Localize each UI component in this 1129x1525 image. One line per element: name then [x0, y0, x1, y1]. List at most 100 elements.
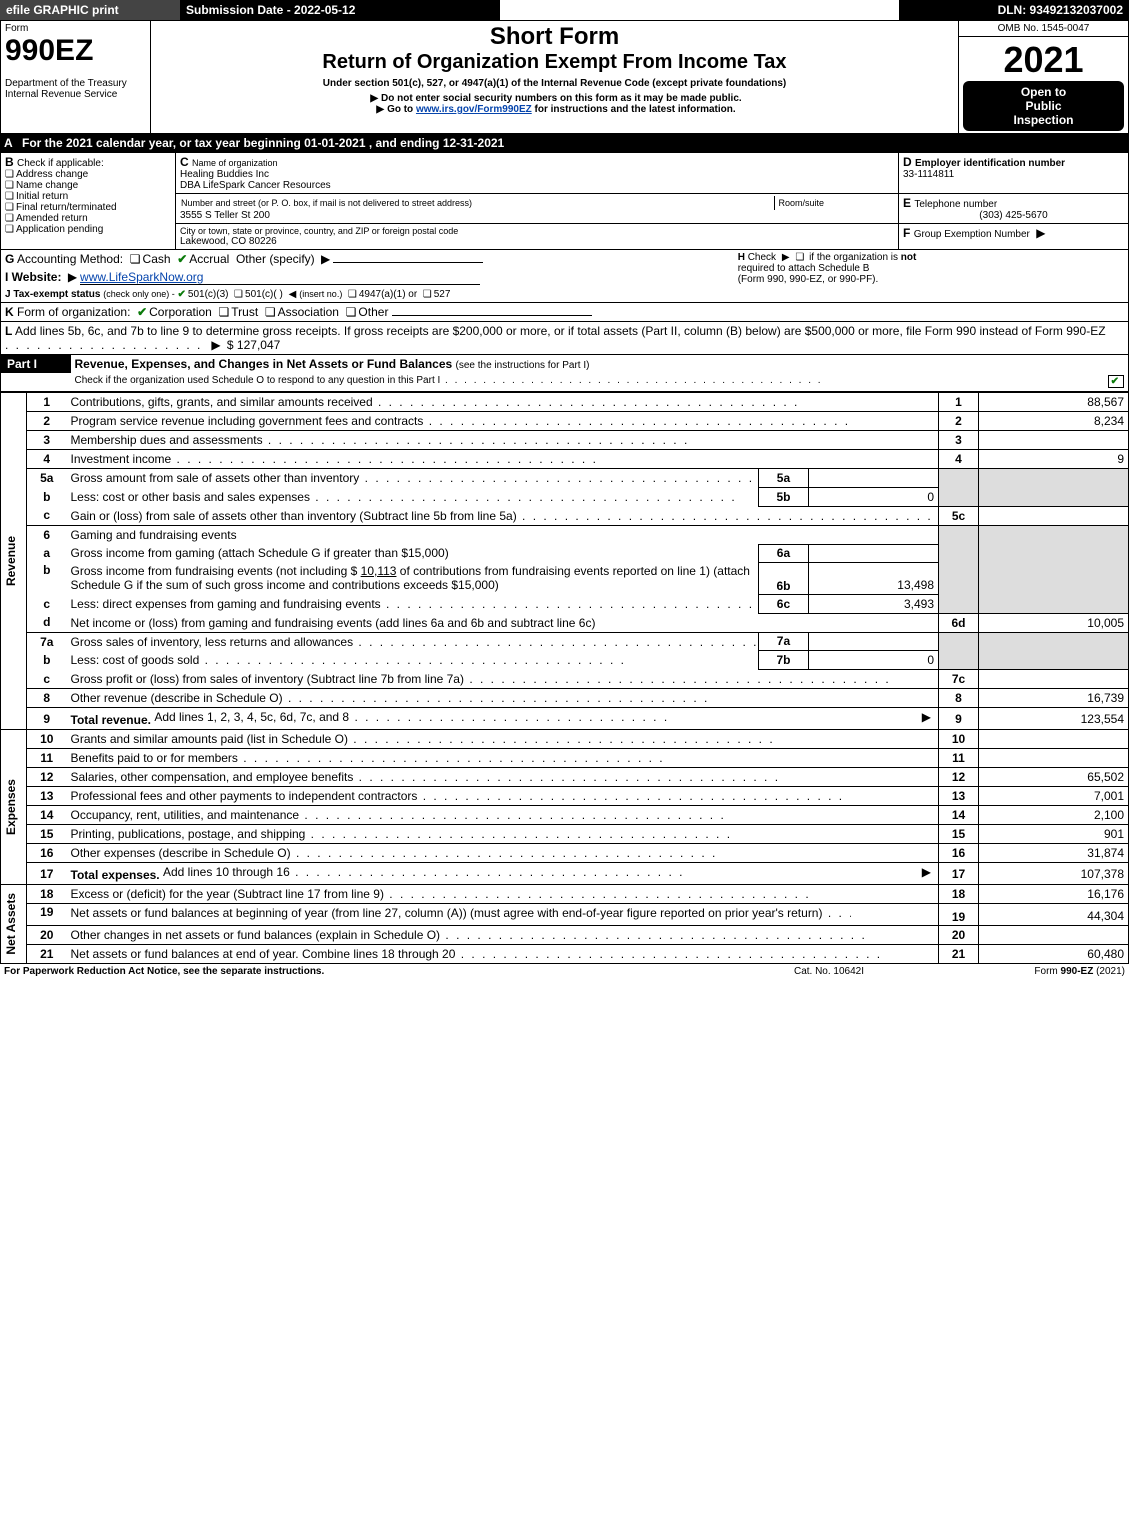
checkmark-icon[interactable]: [137, 305, 149, 319]
arrow-icon: [779, 252, 793, 263]
checkbox-icon[interactable]: [348, 289, 359, 300]
opt-assoc: Association: [278, 305, 339, 319]
form-word: Form: [5, 23, 146, 34]
open-line3: Inspection: [973, 113, 1114, 127]
line-desc: Gross income from fundraising events (no…: [67, 562, 759, 594]
shaded-cell: [979, 632, 1129, 651]
line-box: 17: [939, 863, 979, 885]
shaded-cell: [979, 651, 1129, 670]
line-val: 7,001: [979, 787, 1129, 806]
line-box: 20: [939, 926, 979, 945]
inner-box: 5b: [758, 487, 808, 506]
revenue-vlabel: Revenue: [2, 532, 20, 590]
checkbox-icon[interactable]: [234, 289, 245, 300]
line-box: 4: [939, 450, 979, 469]
opt-cash: Cash: [143, 252, 171, 266]
arrow-icon: [1033, 226, 1048, 240]
row-h-t3: required to attach Schedule B: [738, 263, 1124, 274]
line-num: b: [27, 651, 67, 670]
inner-val: 13,498: [808, 562, 938, 594]
dept-irs: Internal Revenue Service: [5, 89, 146, 100]
expenses-vlabel: Expenses: [2, 775, 20, 839]
row-l-text: Add lines 5b, 6c, and 7b to line 9 to de…: [15, 324, 1106, 338]
opt-501c3: 501(c)(3): [188, 289, 229, 300]
checkbox-icon[interactable]: [5, 224, 16, 235]
line-desc: Benefits paid to or for members: [67, 749, 939, 768]
line-box: 15: [939, 825, 979, 844]
opt-accrual: Accrual: [189, 252, 229, 266]
shaded-cell: [979, 469, 1129, 488]
line-desc: Excess or (deficit) for the year (Subtra…: [67, 885, 939, 904]
line-box: 1: [939, 393, 979, 412]
checkbox-icon[interactable]: [5, 169, 16, 180]
checkbox-icon[interactable]: [5, 191, 16, 202]
checkmark-icon[interactable]: [177, 252, 189, 266]
line-val: [979, 730, 1129, 749]
line-num: b: [27, 562, 67, 594]
top-bar: efile GRAPHIC print Submission Date - 20…: [0, 0, 1129, 20]
line-desc: Gross profit or (loss) from sales of inv…: [67, 670, 939, 689]
shaded-cell: [939, 487, 979, 506]
irs-link[interactable]: www.irs.gov/Form990EZ: [416, 104, 532, 115]
box-c-label: Name of organization: [192, 158, 278, 168]
checkbox-icon[interactable]: [5, 202, 16, 213]
checkbox-icon[interactable]: [346, 305, 359, 319]
line-val: [979, 926, 1129, 945]
line-desc: Gross income from gaming (attach Schedul…: [67, 544, 759, 562]
website-link[interactable]: www.LifeSparkNow.org: [80, 270, 480, 285]
row-g-h: G Accounting Method: Cash Accrual Other …: [0, 250, 1129, 303]
checkbox-icon[interactable]: [5, 180, 16, 191]
city-label: City or town, state or province, country…: [180, 226, 894, 236]
line-desc: Total expenses. Add lines 10 through 16: [67, 863, 939, 885]
checkbox-icon[interactable]: [5, 213, 16, 224]
checkbox-icon[interactable]: [795, 252, 806, 263]
inner-val: 0: [808, 487, 938, 506]
title-return: Return of Organization Exempt From Incom…: [155, 51, 954, 74]
efile-print-label[interactable]: efile GRAPHIC print: [0, 0, 180, 20]
row-j-sub: (check only one) -: [103, 289, 175, 299]
line-box: 9: [939, 708, 979, 730]
city-value: Lakewood, CO 80226: [180, 236, 894, 247]
row-h-t4: (Form 990, 990-EZ, or 990-PF).: [738, 274, 1124, 285]
shaded-cell: [939, 562, 979, 594]
org-name-1: Healing Buddies Inc: [180, 169, 894, 180]
line-num: a: [27, 544, 67, 562]
line-val: 31,874: [979, 844, 1129, 863]
line-num: 16: [27, 844, 67, 863]
room-label: Room/suite: [774, 196, 894, 210]
lines-table: Revenue 1 Contributions, gifts, grants, …: [0, 392, 1129, 964]
line-box: 8: [939, 689, 979, 708]
line-num: 18: [27, 885, 67, 904]
line-box: 16: [939, 844, 979, 863]
line-num: 11: [27, 749, 67, 768]
page-footer: For Paperwork Reduction Act Notice, see …: [0, 964, 1129, 979]
inner-box: 6b: [758, 562, 808, 594]
line-desc: Contributions, gifts, grants, and simila…: [67, 393, 939, 412]
checkbox-icon[interactable]: [219, 305, 232, 319]
inner-val: [808, 632, 938, 651]
part1-header: Part I Revenue, Expenses, and Changes in…: [0, 355, 1129, 392]
form-number: 990EZ: [5, 34, 146, 68]
line-num: 19: [27, 904, 67, 926]
open-line2: Public: [973, 99, 1114, 113]
shaded-cell: [979, 487, 1129, 506]
line-desc: Gross amount from sale of assets other t…: [67, 469, 759, 488]
ein-value: 33-1114811: [903, 169, 1124, 180]
arrow-icon: [373, 104, 387, 115]
line-num: 8: [27, 689, 67, 708]
arrow-icon: [65, 270, 80, 284]
line-val: 123,554: [979, 708, 1129, 730]
line-desc: Membership dues and assessments: [67, 431, 939, 450]
line-desc: Net assets or fund balances at end of ye…: [67, 945, 939, 964]
line-val: [979, 749, 1129, 768]
opt-amended: Amended return: [16, 213, 88, 224]
open-to-public-box: Open to Public Inspection: [963, 81, 1124, 131]
checkmark-icon[interactable]: [1108, 375, 1124, 388]
checkmark-icon[interactable]: [178, 289, 188, 300]
opt-address-change: Address change: [16, 169, 88, 180]
checkbox-icon[interactable]: [423, 289, 434, 300]
checkbox-icon[interactable]: [130, 252, 143, 266]
checkbox-icon[interactable]: [265, 305, 278, 319]
row-h-not: not: [901, 252, 917, 263]
note-goto-pre: Go to: [387, 104, 416, 115]
